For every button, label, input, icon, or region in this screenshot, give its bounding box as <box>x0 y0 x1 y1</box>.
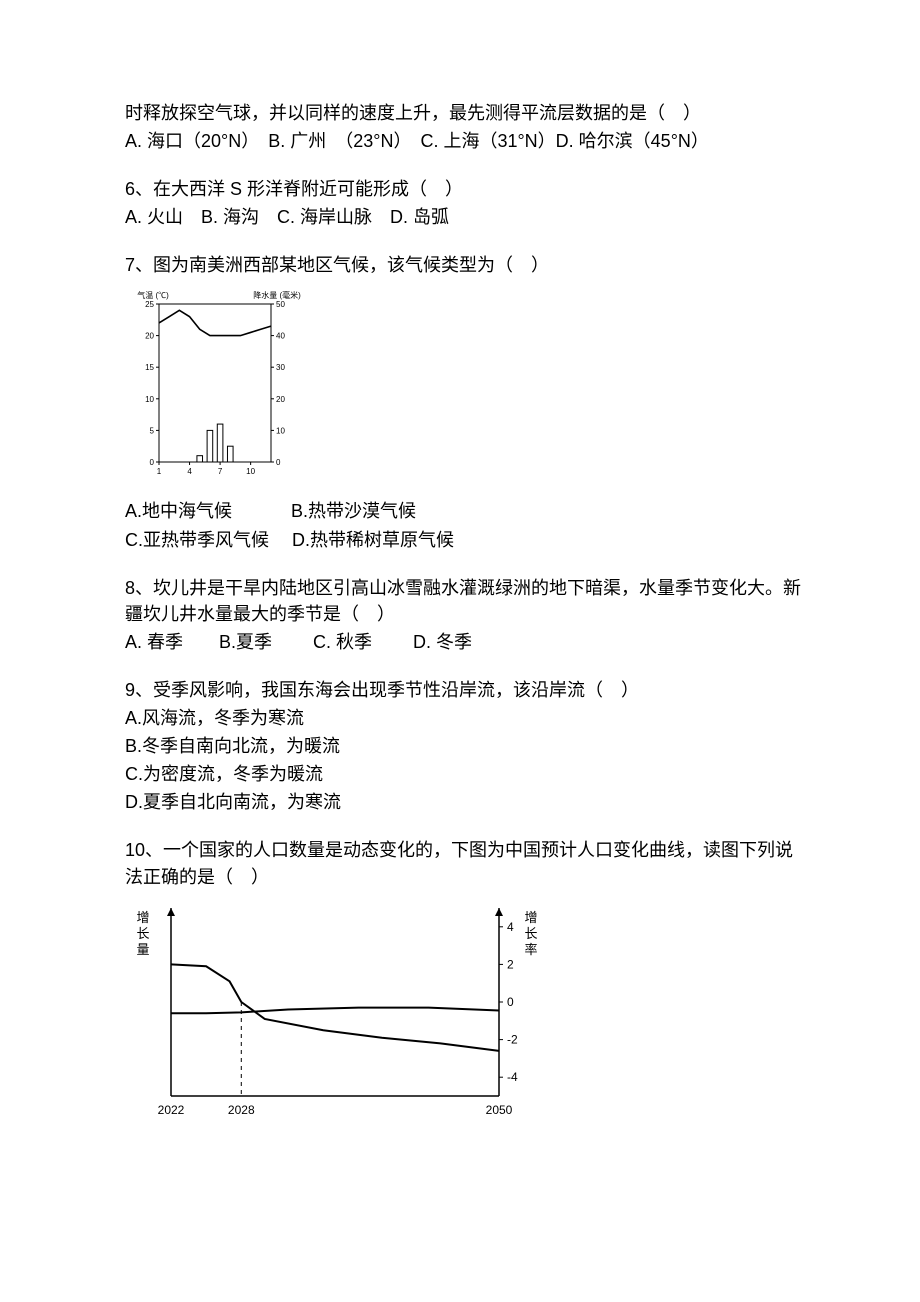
svg-text:50: 50 <box>276 300 285 309</box>
svg-text:20: 20 <box>276 395 285 404</box>
svg-text:20: 20 <box>145 332 154 341</box>
question-8: 8、坎儿井是干旱内陆地区引高山冰雪融水灌溉绿洲的地下暗渠，水量季节变化大。新疆坎… <box>125 575 805 655</box>
svg-text:增: 增 <box>524 910 537 925</box>
svg-text:15: 15 <box>145 364 154 373</box>
q5-stem: 时释放探空气球，并以同样的速度上升，最先测得平流层数据的是（ ） <box>125 100 805 126</box>
question-6: 6、在大西洋 S 形洋脊附近可能形成（ ） A. 火山 B. 海沟 C. 海岸山… <box>125 176 805 230</box>
svg-text:4: 4 <box>507 919 514 933</box>
q6-stem: 6、在大西洋 S 形洋脊附近可能形成（ ） <box>125 176 805 202</box>
q7-options-line1: A.地中海气候 B.热带沙漠气候 <box>125 498 805 524</box>
svg-text:气温 (℃): 气温 (℃) <box>137 290 169 300</box>
svg-text:0: 0 <box>150 458 155 467</box>
question-7: 7、图为南美洲西部某地区气候，该气候类型为（ ） 0 5 10 15 20 25 0 10 20… <box>125 252 805 552</box>
svg-text:-2: -2 <box>507 1032 518 1046</box>
q9-opt-a: A.风海流，冬季为寒流 <box>125 705 805 731</box>
svg-text:30: 30 <box>276 364 285 373</box>
q6-options: A. 火山 B. 海沟 C. 海岸山脉 D. 岛弧 <box>125 204 805 230</box>
q9-opt-d: D.夏季自北向南流，为寒流 <box>125 789 805 815</box>
svg-text:0: 0 <box>276 458 281 467</box>
q9-stem: 9、受季风影响，我国东海会出现季节性沿岸流，该沿岸流（ ） <box>125 677 805 703</box>
svg-text:增: 增 <box>136 910 149 925</box>
svg-text:0: 0 <box>507 995 514 1009</box>
svg-text:4: 4 <box>187 467 192 476</box>
svg-text:降水量 (毫米): 降水量 (毫米) <box>253 290 301 300</box>
svg-text:2022: 2022 <box>158 1103 185 1117</box>
svg-text:10: 10 <box>246 467 255 476</box>
svg-text:2050: 2050 <box>486 1103 513 1117</box>
svg-text:-4: -4 <box>507 1070 518 1084</box>
q7-stem: 7、图为南美洲西部某地区气候，该气候类型为（ ） <box>125 252 805 278</box>
svg-text:率: 率 <box>524 942 537 957</box>
svg-text:长: 长 <box>524 926 537 941</box>
svg-text:2: 2 <box>507 957 514 971</box>
q5-options: A. 海口（20°N） B. 广州 （23°N） C. 上海（31°N）D. 哈… <box>125 128 805 154</box>
q9-opt-c: C.为密度流，冬季为暖流 <box>125 761 805 787</box>
question-5: 时释放探空气球，并以同样的速度上升，最先测得平流层数据的是（ ） A. 海口（2… <box>125 100 805 154</box>
q7-options-line2: C.亚热带季风气候 D.热带稀树草原气候 <box>125 527 805 553</box>
svg-text:10: 10 <box>276 427 285 436</box>
svg-text:2028: 2028 <box>228 1103 255 1117</box>
svg-text:量: 量 <box>136 942 149 957</box>
svg-text:25: 25 <box>145 300 154 309</box>
svg-text:40: 40 <box>276 332 285 341</box>
question-10: 10、一个国家的人口数量是动态变化的，下图为中国预计人口变化曲线，读图下列说法正… <box>125 837 805 1125</box>
svg-text:1: 1 <box>157 467 162 476</box>
q8-options: A. 春季 B.夏季 C. 秋季 D. 冬季 <box>125 629 805 655</box>
q8-stem: 8、坎儿井是干旱内陆地区引高山冰雪融水灌溉绿洲的地下暗渠，水量季节变化大。新疆坎… <box>125 575 805 627</box>
question-9: 9、受季风影响，我国东海会出现季节性沿岸流，该沿岸流（ ） A.风海流，冬季为寒… <box>125 677 805 815</box>
q9-opt-b: B.冬季自南向北流，为暖流 <box>125 733 805 759</box>
q10-population-chart: 420-2-4202220282050增长量增长率 <box>125 896 805 1126</box>
svg-text:7: 7 <box>218 467 223 476</box>
svg-text:5: 5 <box>150 427 155 436</box>
q10-stem: 10、一个国家的人口数量是动态变化的，下图为中国预计人口变化曲线，读图下列说法正… <box>125 837 805 889</box>
svg-text:10: 10 <box>145 395 154 404</box>
svg-text:长: 长 <box>136 926 149 941</box>
q7-climate-chart: 0 5 10 15 20 25 0 10 20 30 40 50 1 4 7 10 气温 (℃) 降水量 (毫米) <box>125 284 805 484</box>
